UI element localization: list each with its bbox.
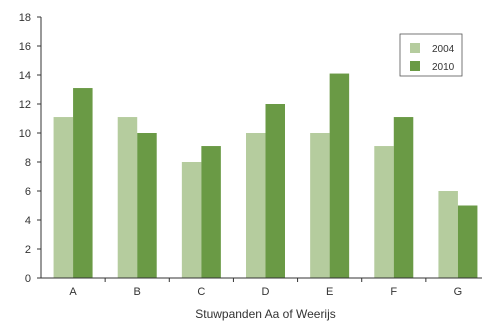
bar-2010-A <box>73 88 93 278</box>
legend: 2004 2010 <box>399 33 463 77</box>
bar-2004-E <box>310 133 330 278</box>
bar-2004-A <box>53 117 74 278</box>
legend-label-2010: 2010 <box>432 62 455 73</box>
x-tick-label: D <box>262 286 270 298</box>
bar-2004-G <box>438 191 458 278</box>
x-tick-label: E <box>326 286 333 298</box>
y-tick-label: 12 <box>19 99 31 111</box>
legend-swatch-2004 <box>410 43 420 53</box>
bar-2010-B <box>137 133 157 278</box>
y-tick-label: 16 <box>19 41 31 53</box>
bar-2010-F <box>393 117 414 278</box>
y-tick-label: 0 <box>25 273 31 285</box>
x-axis-ticks: A B C D E F G <box>69 278 463 298</box>
bar-2010-C <box>201 146 221 278</box>
y-tick-label: 14 <box>19 70 31 82</box>
bar-2004-F <box>374 146 394 278</box>
y-tick-label: 4 <box>25 215 31 227</box>
bar-2010-G <box>457 205 478 278</box>
x-tick-label: C <box>197 286 205 298</box>
bars <box>53 73 478 278</box>
y-axis-ticks: 0 2 4 6 8 10 12 14 16 18 <box>19 12 41 285</box>
x-tick-label: B <box>134 286 141 298</box>
bar-2004-C <box>181 162 202 278</box>
x-axis-title: Stuwpanden Aa of Weerijs <box>195 307 336 321</box>
y-tick-label: 18 <box>19 12 31 24</box>
bar-2004-D <box>246 133 266 278</box>
legend-swatch-2010 <box>410 61 420 71</box>
legend-label-2004: 2004 <box>432 44 455 55</box>
y-tick-label: 8 <box>25 157 31 169</box>
bar-2010-D <box>265 104 285 278</box>
bar-2004-B <box>117 117 138 278</box>
x-tick-label: A <box>69 286 77 298</box>
bar-2010-E <box>329 73 350 278</box>
x-tick-label: G <box>454 286 463 298</box>
y-tick-label: 2 <box>25 244 31 256</box>
x-tick-label: F <box>390 286 397 298</box>
y-tick-label: 6 <box>25 186 31 198</box>
y-tick-label: 10 <box>19 128 31 140</box>
